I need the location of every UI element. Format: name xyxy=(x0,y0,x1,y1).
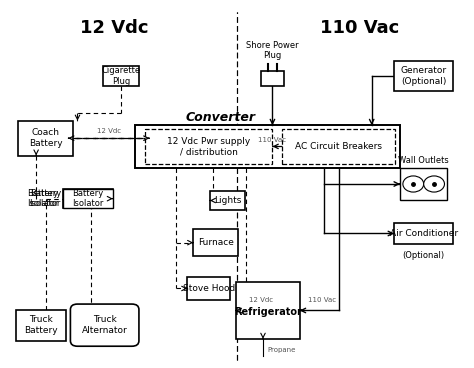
Text: Shore Power
Plug: Shore Power Plug xyxy=(246,41,299,60)
Text: Converter: Converter xyxy=(185,110,255,124)
FancyBboxPatch shape xyxy=(145,129,273,164)
Text: Generator
(Optional): Generator (Optional) xyxy=(401,66,447,85)
FancyBboxPatch shape xyxy=(394,61,453,91)
FancyBboxPatch shape xyxy=(187,277,230,300)
FancyBboxPatch shape xyxy=(400,169,447,199)
FancyBboxPatch shape xyxy=(210,191,245,210)
Text: 12 Vdc: 12 Vdc xyxy=(97,128,121,134)
FancyBboxPatch shape xyxy=(18,121,73,156)
Text: Cigarette
Plug: Cigarette Plug xyxy=(101,66,141,85)
FancyBboxPatch shape xyxy=(71,304,139,346)
Text: Stove Hood: Stove Hood xyxy=(182,284,235,293)
Text: Battery
Isolator: Battery Isolator xyxy=(27,189,59,208)
FancyBboxPatch shape xyxy=(261,71,284,86)
Text: Wall Outlets: Wall Outlets xyxy=(398,156,449,165)
Circle shape xyxy=(403,176,424,192)
FancyBboxPatch shape xyxy=(236,282,300,339)
FancyBboxPatch shape xyxy=(16,309,66,341)
Text: Furnace: Furnace xyxy=(198,238,234,247)
Text: Truck
Battery: Truck Battery xyxy=(24,315,58,335)
Text: Battery
Isolator: Battery Isolator xyxy=(29,189,61,208)
Text: Refrigerator: Refrigerator xyxy=(234,307,301,317)
Text: 12 Vdc: 12 Vdc xyxy=(249,297,273,303)
Text: Truck
Alternator: Truck Alternator xyxy=(82,315,128,335)
Text: AC Circuit Breakers: AC Circuit Breakers xyxy=(295,142,382,151)
Text: (Optional): (Optional) xyxy=(402,251,445,260)
FancyBboxPatch shape xyxy=(103,66,139,86)
Text: Coach
Battery: Coach Battery xyxy=(29,128,63,148)
Text: Air Conditioner: Air Conditioner xyxy=(390,229,458,238)
Text: 110 Vac: 110 Vac xyxy=(320,19,400,37)
Circle shape xyxy=(424,176,445,192)
FancyBboxPatch shape xyxy=(64,190,113,208)
Text: 110 Vac: 110 Vac xyxy=(308,297,336,303)
FancyBboxPatch shape xyxy=(282,129,395,164)
Text: 12 Vdc Pwr supply
/ distribution: 12 Vdc Pwr supply / distribution xyxy=(167,137,250,156)
Text: 12 Vdc: 12 Vdc xyxy=(80,19,148,37)
FancyBboxPatch shape xyxy=(193,229,238,256)
FancyBboxPatch shape xyxy=(136,125,400,167)
FancyBboxPatch shape xyxy=(64,190,113,208)
Text: 110 Vac: 110 Vac xyxy=(258,137,286,143)
Text: Lights: Lights xyxy=(214,196,241,205)
Text: Battery
Isolator: Battery Isolator xyxy=(73,189,104,208)
FancyBboxPatch shape xyxy=(394,223,453,244)
Text: Propane: Propane xyxy=(268,347,296,353)
